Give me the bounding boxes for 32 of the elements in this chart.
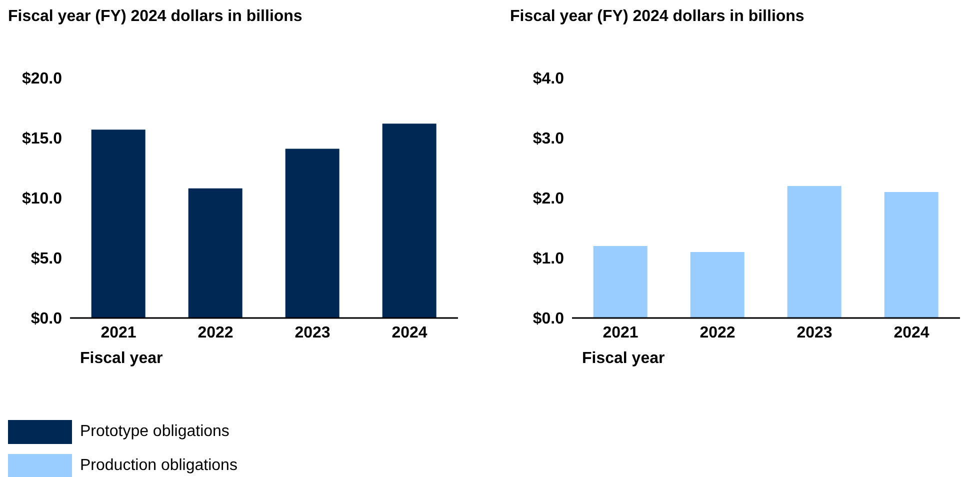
bar xyxy=(188,188,242,318)
x-tick-label: 2023 xyxy=(796,324,832,342)
x-tick-label: 2024 xyxy=(894,324,930,342)
y-tick-label: $3.0 xyxy=(532,130,564,148)
y-axis-title: Fiscal year (FY) 2024 dollars in billions xyxy=(8,8,302,26)
y-tick-label: $0.0 xyxy=(532,310,564,328)
y-tick-label: $0.0 xyxy=(30,310,62,328)
y-tick-label: $4.0 xyxy=(532,70,564,88)
bar xyxy=(690,252,744,318)
bar xyxy=(787,186,842,318)
bar xyxy=(593,246,648,318)
x-tick-label: 2022 xyxy=(700,324,736,342)
x-tick-label: 2021 xyxy=(602,324,638,342)
x-tick-label: 2023 xyxy=(294,324,330,342)
bar xyxy=(382,124,436,318)
bar xyxy=(285,148,340,318)
x-tick-label: 2024 xyxy=(392,324,428,342)
legend-label: Production obligations xyxy=(80,457,238,475)
x-tick-label: 2022 xyxy=(198,324,234,342)
y-tick-label: $1.0 xyxy=(532,250,564,268)
x-tick-label: 2021 xyxy=(100,324,136,342)
legend-label: Prototype obligations xyxy=(80,423,230,441)
x-axis-title: Fiscal year xyxy=(80,350,163,368)
bar xyxy=(884,192,938,318)
y-tick-label: $15.0 xyxy=(22,130,62,148)
y-axis-title: Fiscal year (FY) 2024 dollars in billions xyxy=(510,8,804,26)
bar xyxy=(91,130,146,318)
y-tick-label: $10.0 xyxy=(22,190,62,208)
y-tick-label: $5.0 xyxy=(30,250,62,268)
y-tick-label: $2.0 xyxy=(532,190,564,208)
y-tick-label: $20.0 xyxy=(22,70,62,88)
x-axis-title: Fiscal year xyxy=(582,350,665,368)
